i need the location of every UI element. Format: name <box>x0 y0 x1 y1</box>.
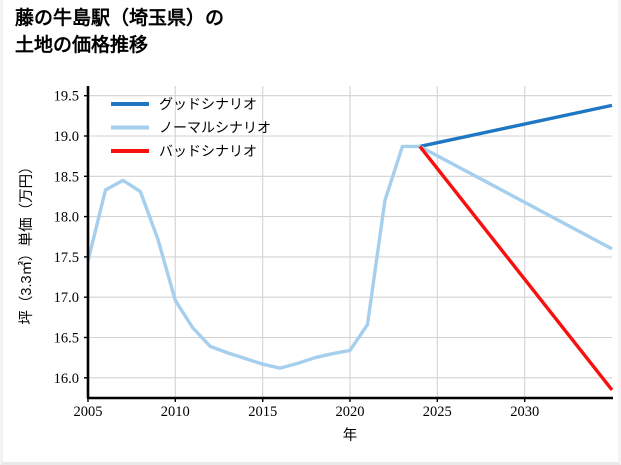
y-tick-label: 18.0 <box>54 210 79 226</box>
y-axis-title: 坪（3.3㎡）単価（万円） <box>18 159 35 324</box>
x-axis-title: 年 <box>343 427 358 444</box>
legend-label: グッドシナリオ <box>159 96 257 112</box>
y-axis-tick-labels: 16.0 16.5 17.0 17.5 18.0 18.5 19.0 19.5 <box>54 89 88 387</box>
x-tick-label: 2005 <box>74 404 103 420</box>
y-tick-label: 19.0 <box>54 129 79 145</box>
x-tick-label: 2015 <box>248 404 277 420</box>
x-tick-label: 2010 <box>161 404 190 420</box>
x-tick-label: 2025 <box>423 404 452 420</box>
y-tick-label: 18.5 <box>54 169 79 185</box>
series-line <box>86 144 613 370</box>
y-tick-label: 17.5 <box>54 250 79 266</box>
legend-label: ノーマルシナリオ <box>159 120 271 136</box>
x-tick-label: 2020 <box>336 404 365 420</box>
y-tick-label: 17.0 <box>54 290 79 306</box>
series-line <box>418 145 614 391</box>
chart-title: 藤の牛島駅（埼玉県）の 土地の価格推移 <box>15 8 225 56</box>
y-tick-label: 16.0 <box>54 371 79 387</box>
x-tick-label: 2030 <box>510 404 539 420</box>
series-line <box>419 103 613 149</box>
y-tick-label: 16.5 <box>54 331 79 347</box>
legend-label: バッドシナリオ <box>159 143 257 159</box>
data-series-group <box>86 103 614 391</box>
line-chart-plot: 16.0 16.5 17.0 17.5 18.0 18.5 19.0 19.5 2005 201… <box>18 86 614 444</box>
y-tick-label: 19.5 <box>54 89 79 105</box>
x-axis-tick-labels: 2005 2010 2015 2020 2025 2030 <box>74 398 539 420</box>
